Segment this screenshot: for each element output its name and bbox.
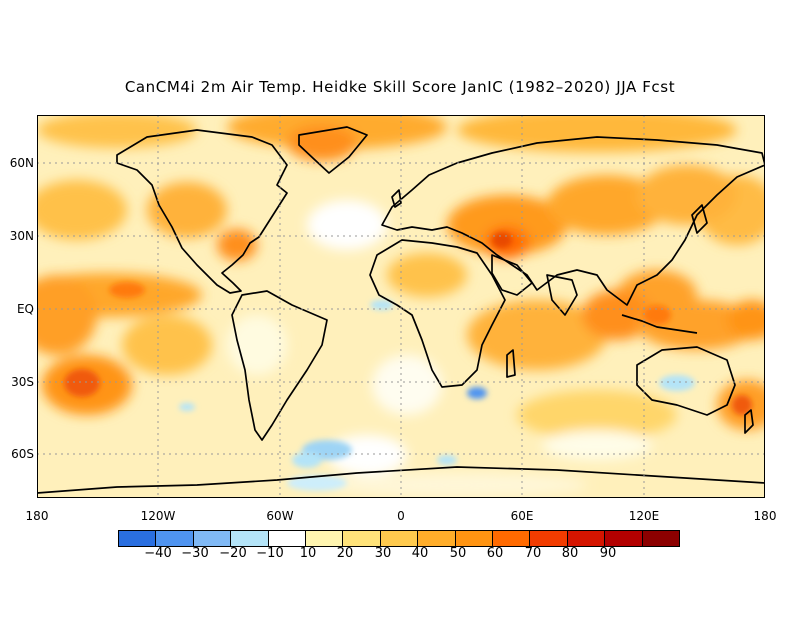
colorbar-segment xyxy=(455,530,494,547)
colorbar-tick-label: 50 xyxy=(449,546,467,561)
colorbar-segment xyxy=(605,530,643,547)
colorbar-tick-label: 80 xyxy=(561,546,579,561)
lat-label-eq: EQ xyxy=(16,302,34,316)
lon-label-0: 0 xyxy=(397,509,405,523)
colorbar-segment xyxy=(493,530,531,547)
lon-label-120w: 120W xyxy=(140,509,176,523)
lat-label-30n: 30N xyxy=(9,229,34,243)
lon-label-180e: 180 xyxy=(753,509,777,523)
map-title: CanCM4i 2m Air Temp. Heidke Skill Score … xyxy=(124,78,676,96)
colorbar-tick-label: −40 xyxy=(144,546,172,561)
colorbar-segment xyxy=(567,530,606,547)
map-border xyxy=(37,115,765,498)
skill-score-map xyxy=(37,115,765,498)
colorbar-segment xyxy=(418,530,456,547)
colorbar-segment xyxy=(268,530,307,547)
colorbar-segment xyxy=(642,530,681,547)
lon-label-120e: 120E xyxy=(628,509,660,523)
colorbar-segment xyxy=(156,530,194,547)
colorbar-segment xyxy=(118,530,157,547)
colorbar-segment xyxy=(343,530,381,547)
lat-label-60s: 60S xyxy=(11,447,34,461)
lon-label-180w: 180 xyxy=(25,509,49,523)
colorbar-tick-label: 90 xyxy=(599,546,617,561)
colorbar-tick-label: −30 xyxy=(181,546,209,561)
colorbar-segment xyxy=(530,530,568,547)
graticule xyxy=(37,115,765,498)
colorbar-tick-label: 10 xyxy=(299,546,317,561)
colorbar-tick-label: −10 xyxy=(256,546,284,561)
lat-label-30s: 30S xyxy=(11,375,34,389)
colorbar xyxy=(118,530,681,547)
skill-field xyxy=(37,115,765,497)
colorbar-tick-label: 70 xyxy=(524,546,542,561)
colorbar-tick-label: 40 xyxy=(411,546,429,561)
colorbar-tick-label: 20 xyxy=(336,546,354,561)
colorbar-tick-label: 60 xyxy=(486,546,504,561)
colorbar-segment xyxy=(231,530,269,547)
colorbar-segment xyxy=(306,530,344,547)
skill-patches xyxy=(64,232,752,491)
lon-label-60e: 60E xyxy=(510,509,534,523)
colorbar-tick-label: −20 xyxy=(219,546,247,561)
colorbar-segment xyxy=(193,530,232,547)
colorbar-segment xyxy=(380,530,419,547)
lon-label-60w: 60W xyxy=(266,509,294,523)
colorbar-tick-label: 30 xyxy=(374,546,392,561)
lat-label-60n: 60N xyxy=(9,156,34,170)
